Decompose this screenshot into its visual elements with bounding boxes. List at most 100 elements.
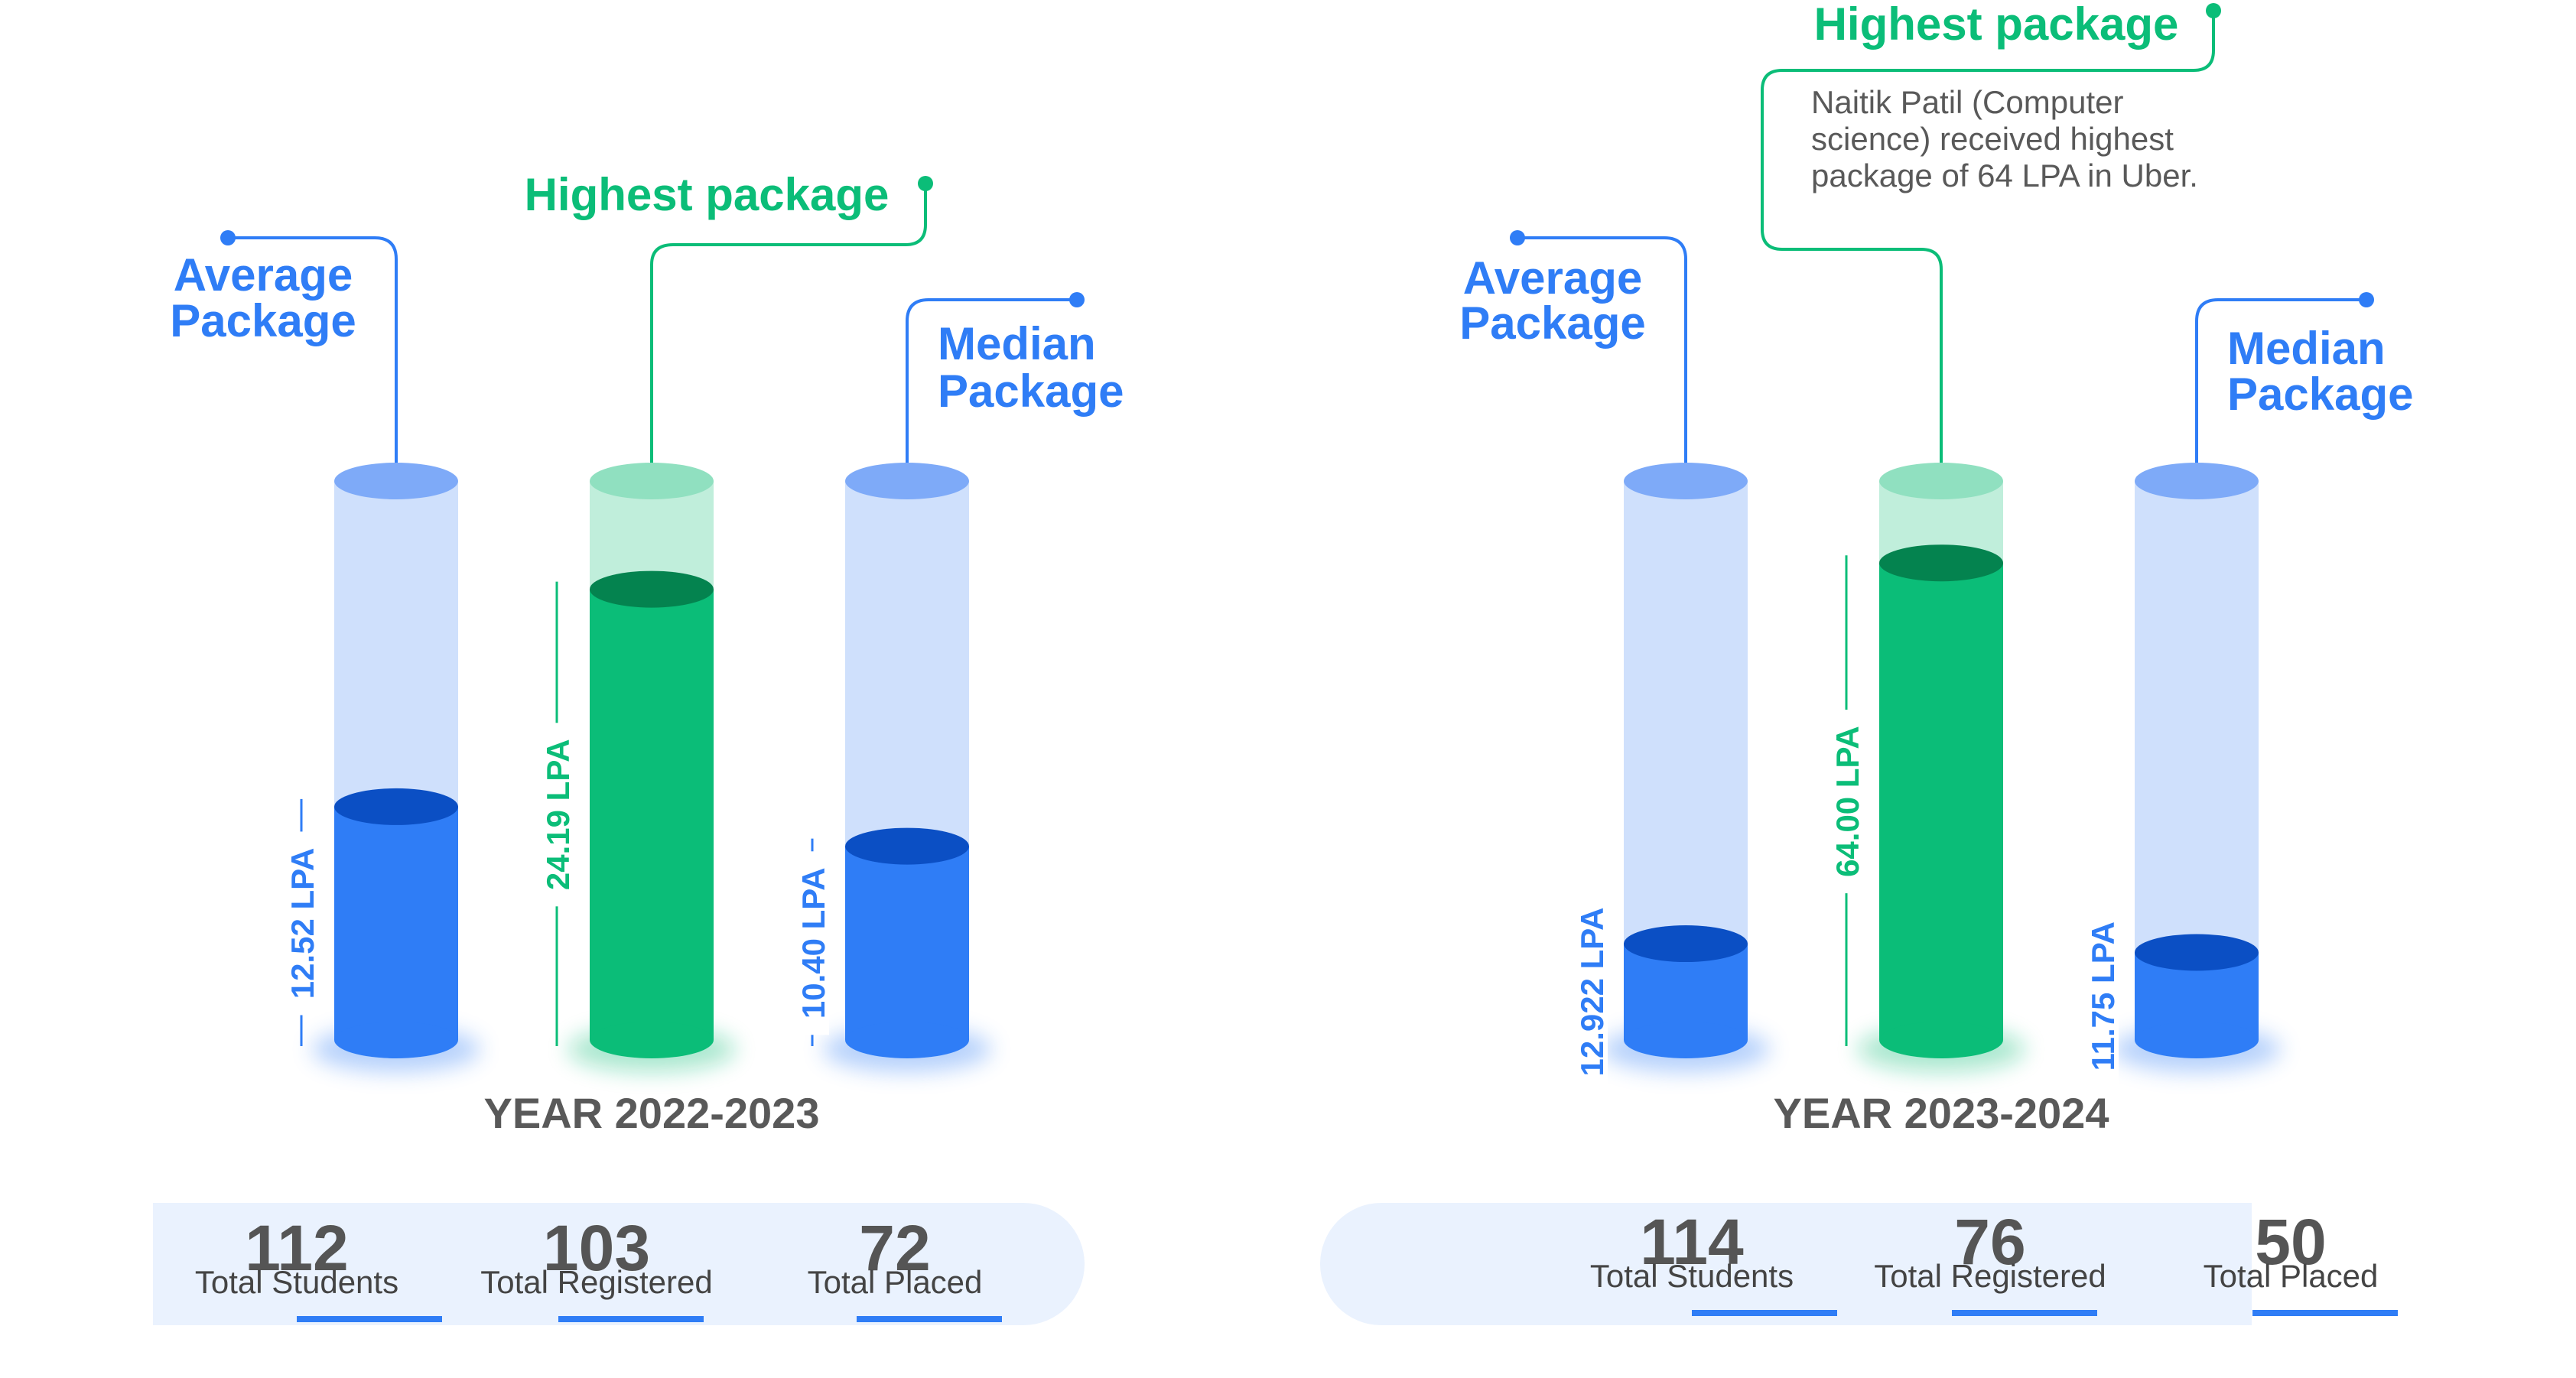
callout-label-line: Average [174, 249, 353, 301]
callout-average-package: Average Package [170, 230, 398, 481]
callout-dot [918, 176, 933, 191]
callout-label: Average Package [1459, 252, 1646, 349]
callout-dot [1069, 292, 1085, 307]
callout-average-package: Average Package [1459, 230, 1687, 481]
bar-fill-base [845, 1022, 969, 1058]
bar-fill-top [590, 570, 714, 608]
bar-fill-top [1624, 925, 1748, 963]
bar-tube-rim [334, 463, 458, 499]
callout-label-line: Package [2227, 369, 2414, 420]
callout-leader-line [650, 184, 927, 481]
callout-leader-line [1517, 236, 1687, 481]
bar-fill [590, 589, 714, 1040]
bar-fill-base [590, 1022, 714, 1058]
value-label: 10.40 LPA [795, 867, 831, 1019]
value-label-bg [2085, 904, 2119, 1088]
callout-dot [2206, 3, 2221, 18]
bar-fill-top [334, 788, 458, 825]
stat-underline [558, 1316, 704, 1322]
bar-highest-package: 64.00 LPA [1830, 463, 2025, 1072]
value-label-bg [285, 831, 318, 1016]
callout-median-package: Median Package [2195, 292, 2414, 481]
bar-tube-rim [2135, 463, 2259, 499]
bar-fill-base [2135, 1022, 2259, 1058]
bar-tube-rim [845, 463, 969, 499]
stat-underline [1692, 1310, 1837, 1316]
stat-value: 72 [859, 1212, 930, 1284]
stats-background-edge [2191, 1203, 2252, 1325]
stats-background-edge [153, 1203, 214, 1325]
callout-label-line: Median [938, 318, 1096, 369]
note-line: Naitik Patil (Computer [1811, 84, 2123, 120]
stat-underline [2252, 1310, 2398, 1316]
stats-background [1320, 1203, 2252, 1325]
callout-dot [1510, 230, 1525, 245]
stat-label: Total Registered [1874, 1258, 2106, 1294]
callout-label: Median Package [2227, 323, 2414, 420]
stat-value: 103 [543, 1212, 650, 1284]
highest-package-note: Naitik Patil (Computer science) received … [1811, 84, 2198, 193]
stat-underline [297, 1316, 442, 1322]
callout-label-line: Highest package [525, 169, 890, 220]
bar-average-package: 12.922 LPA [1574, 463, 1770, 1084]
callout-highest-package: Highest package [1761, 0, 2221, 481]
value-label-bg [1574, 900, 1608, 1084]
value-label-bg [795, 851, 829, 1035]
callout-dot [220, 230, 236, 245]
bar-average-package: 12.52 LPA [285, 463, 480, 1072]
callout-label-line: Package [170, 295, 356, 346]
bar-tube-rim [1624, 463, 1748, 499]
callout-highest-package: Highest package [525, 169, 933, 481]
year-label: YEAR 2023-2024 [1774, 1089, 2109, 1137]
value-label: 12.922 LPA [1574, 908, 1610, 1077]
stat-label: Total Placed [2204, 1258, 2379, 1294]
bar-fill-base [1624, 1022, 1748, 1058]
callout-label-line: Highest package [1814, 0, 2179, 50]
bar-fill-top [845, 827, 969, 865]
stat-value: 50 [2255, 1206, 2326, 1278]
value-label: 24.19 LPA [540, 739, 576, 890]
bar-highest-package: 24.19 LPA [540, 463, 736, 1072]
bar-median-package: 10.40 LPA [795, 463, 991, 1072]
stats-background [153, 1203, 1085, 1325]
callout-label-line: Package [938, 366, 1124, 417]
value-label-bg [1830, 710, 1863, 894]
bar-fill [1879, 563, 2003, 1040]
callout-leader-line [906, 298, 1077, 481]
stat-label: Total Registered [480, 1264, 713, 1300]
stat-value: 112 [245, 1212, 349, 1284]
callout-label: Average Package [170, 249, 356, 346]
callout-label-line: Average [1463, 252, 1643, 304]
stat-label: Total Students [195, 1264, 398, 1300]
bar-fill-top [1879, 544, 2003, 582]
callout-label: Highest package [1814, 0, 2179, 50]
callout-leader-line [2195, 298, 2366, 481]
callout-median-package: Median Package [906, 292, 1124, 481]
callout-label-line: Package [1459, 297, 1646, 349]
bar-fill [334, 806, 458, 1040]
bar-median-package: 11.75 LPA [2085, 463, 2281, 1088]
value-label: 64.00 LPA [1830, 726, 1865, 877]
bar-tube-rim [1879, 463, 2003, 499]
value-label-bg [540, 723, 574, 907]
bar-fill-base [334, 1022, 458, 1058]
bar-fill [845, 846, 969, 1040]
stat-label: Total Students [1590, 1258, 1794, 1294]
note-line: science) received highest [1811, 121, 2174, 157]
callout-label: Highest package [525, 169, 890, 220]
year-label: YEAR 2022-2023 [484, 1089, 820, 1137]
stat-value: 76 [1954, 1206, 2025, 1278]
stat-value: 114 [1640, 1206, 1744, 1278]
bar-tube-rim [590, 463, 714, 499]
callout-label-line: Median [2227, 323, 2386, 374]
